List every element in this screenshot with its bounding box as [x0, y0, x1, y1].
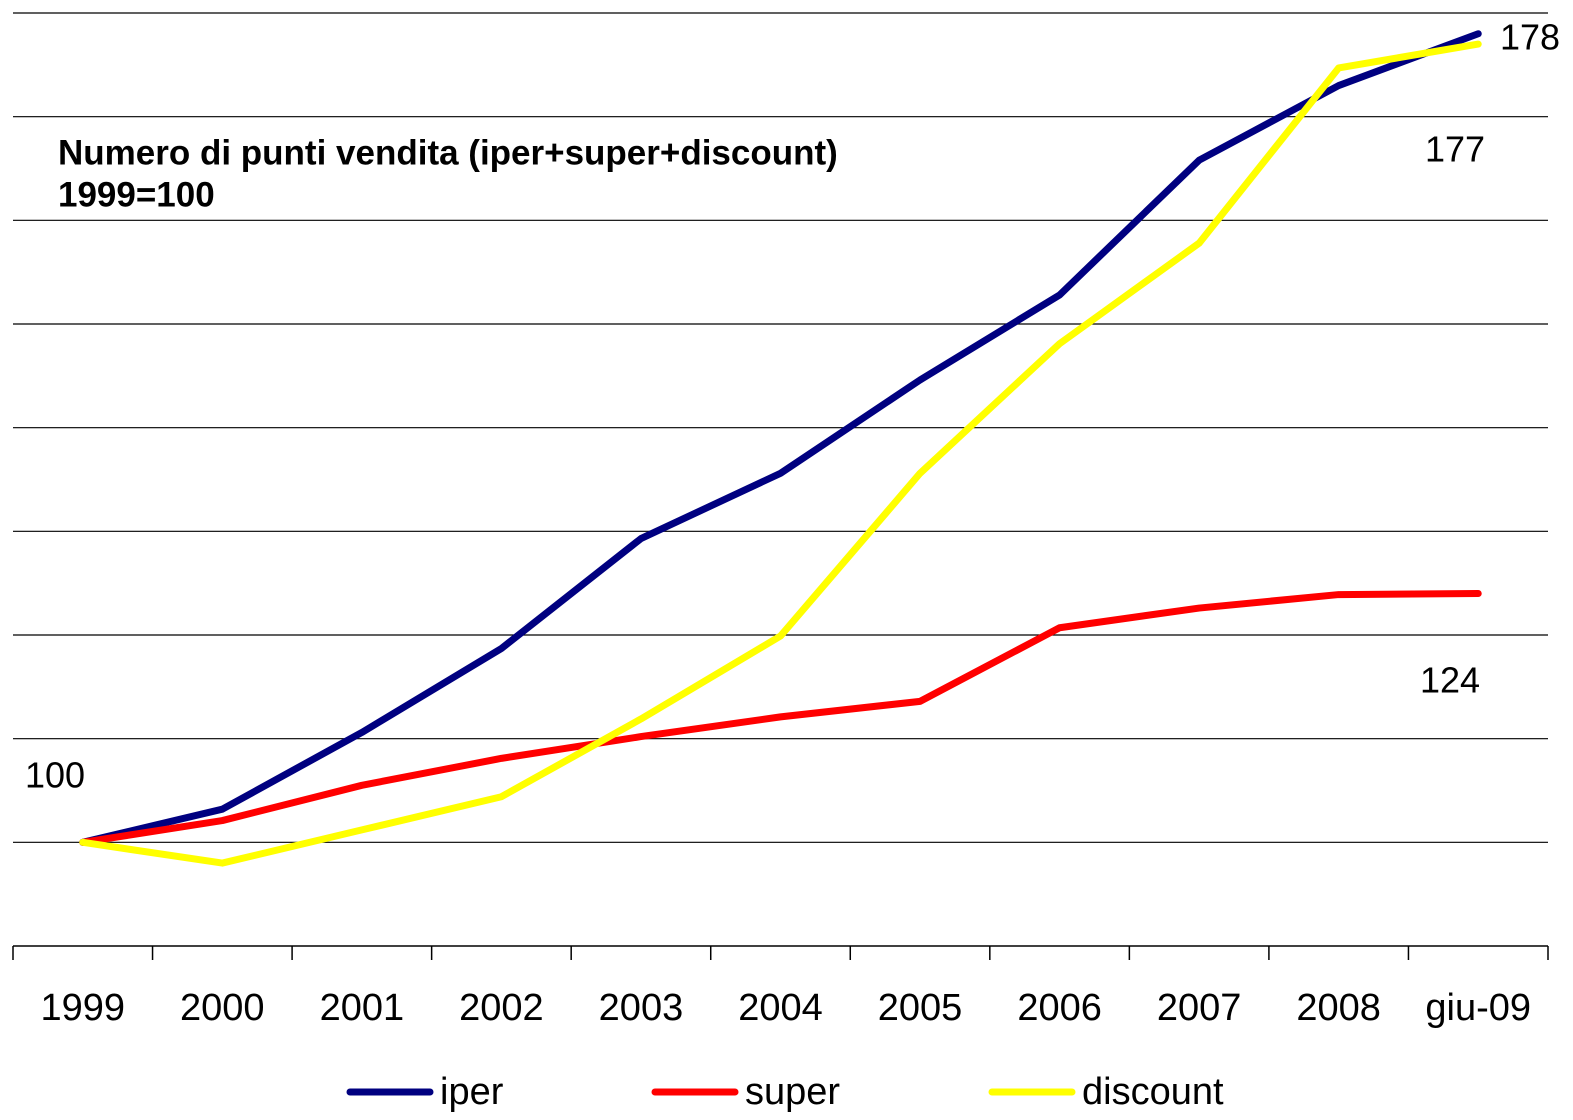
x-tick-label: 1999 [40, 987, 125, 1029]
x-tick-label: 2005 [878, 987, 963, 1029]
x-tick-label: 2002 [459, 987, 544, 1029]
x-tick-label: 2000 [180, 987, 265, 1029]
legend-label: discount [1082, 1071, 1224, 1113]
chart-title: Numero di punti vendita (iper+super+disc… [58, 133, 838, 172]
x-tick-label: 2004 [738, 987, 823, 1029]
x-tick-label: 2007 [1157, 987, 1242, 1029]
x-tick-label: 2003 [599, 987, 684, 1029]
x-tick-label: 2001 [320, 987, 405, 1029]
legend-label: super [745, 1071, 840, 1113]
x-tick-label: giu-09 [1425, 987, 1531, 1029]
chart: Numero di punti vendita (iper+super+disc… [0, 0, 1573, 1120]
annotation: 177 [1425, 129, 1485, 170]
x-tick-label: 2006 [1017, 987, 1102, 1029]
x-tick-label: 2008 [1296, 987, 1381, 1029]
chart-subtitle: 1999=100 [58, 175, 215, 214]
annotation: 178 [1500, 17, 1560, 58]
annotation: 100 [25, 755, 85, 796]
annotation: 124 [1420, 660, 1480, 701]
legend-label: iper [440, 1071, 504, 1113]
